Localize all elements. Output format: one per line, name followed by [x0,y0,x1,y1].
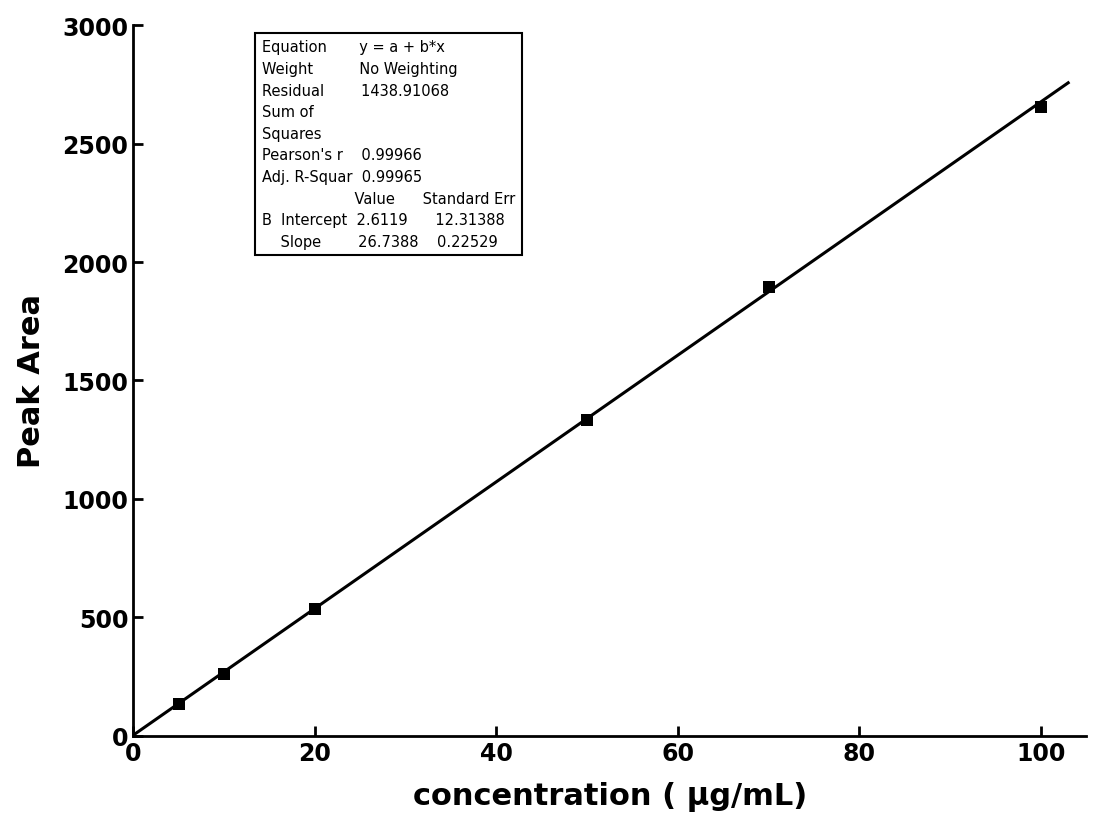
Y-axis label: Peak Area: Peak Area [17,294,45,468]
Point [1032,101,1050,114]
Text: Equation       y = a + b*x
Weight          No Weighting
Residual        1438.910: Equation y = a + b*x Weight No Weighting… [261,41,515,249]
X-axis label: concentration ( μg/mL): concentration ( μg/mL) [413,782,807,811]
Point [760,281,778,294]
Point [578,414,596,427]
Point [215,667,233,681]
Point [170,697,188,710]
Point [306,602,323,615]
